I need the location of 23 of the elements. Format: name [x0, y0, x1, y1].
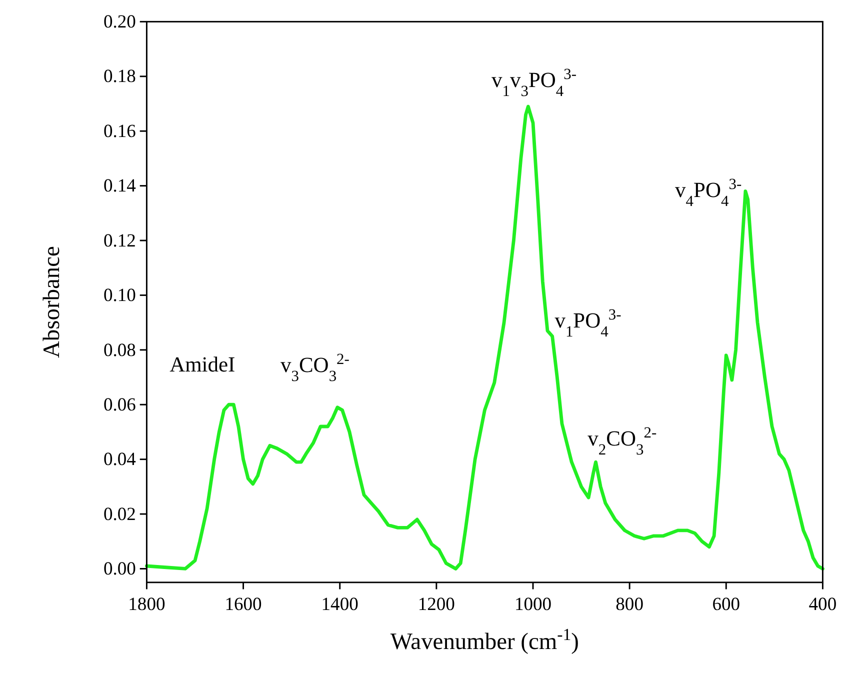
y-tick-label: 0.10 — [103, 285, 136, 306]
x-tick-label: 1400 — [321, 594, 358, 615]
x-tick-label: 1000 — [514, 594, 552, 615]
y-tick-label: 0.18 — [103, 66, 136, 88]
x-tick-label: 400 — [808, 594, 837, 615]
y-tick-label: 0.02 — [103, 504, 136, 525]
x-tick-label: 1600 — [224, 594, 262, 615]
y-tick-label: 0.04 — [103, 449, 136, 470]
x-axis-title: Wavenumber (cm$^{-1}$) — [390, 624, 579, 655]
y-tick-label: 0.08 — [103, 340, 136, 361]
line-series — [144, 104, 824, 570]
y-tick-label: 0.12 — [103, 230, 136, 252]
y-tick-label: 0.00 — [103, 558, 136, 580]
x-tick-label: 1200 — [418, 594, 455, 615]
y-tick-label: 0.06 — [103, 394, 136, 416]
y-tick-label: 0.16 — [103, 120, 136, 142]
x-tick-label: 1800 — [128, 594, 166, 615]
x-tick-label: 600 — [712, 594, 740, 615]
y-tick-label: 0.14 — [103, 176, 136, 197]
y-axis-title: Absorbance — [38, 246, 65, 358]
x-tick-label: 800 — [616, 594, 644, 615]
annotation: AmideI — [170, 352, 236, 376]
y-tick-label: 0.20 — [103, 12, 136, 33]
